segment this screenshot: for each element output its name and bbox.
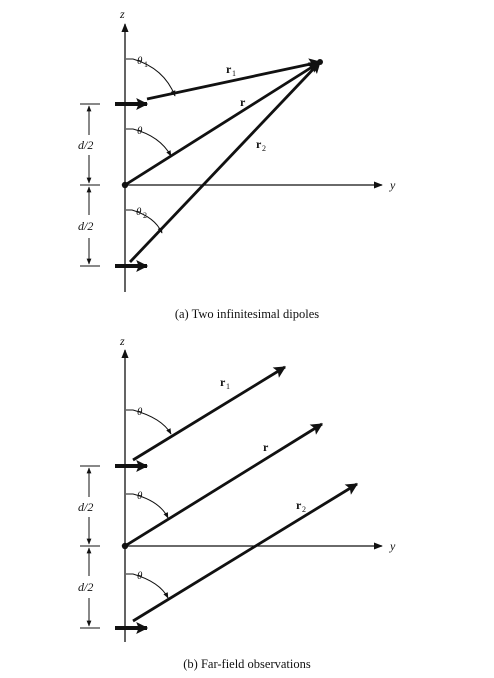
vector-r1-b xyxy=(132,365,287,462)
figure-a: z y r 1 r r 2 θ 1 θ xyxy=(78,7,396,321)
svg-text:1: 1 xyxy=(144,60,148,69)
dimension-lines-a xyxy=(80,103,100,267)
dim-upper-label-b: d/2 xyxy=(78,500,93,514)
theta-arc-a xyxy=(126,128,172,157)
dimension-lines-b xyxy=(80,465,100,629)
theta2-label: θ 2 xyxy=(136,206,147,220)
svg-text:1: 1 xyxy=(232,69,236,78)
vector-r-a xyxy=(124,60,322,187)
svg-text:r: r xyxy=(256,137,262,151)
dim-lower-label-a: d/2 xyxy=(78,219,93,233)
svg-text:r: r xyxy=(220,375,226,389)
r2-label-b: r 2 xyxy=(296,498,306,514)
caption-a: (a) Two infinitesimal dipoles xyxy=(175,307,319,321)
theta-label-bot-b: θ xyxy=(137,570,143,582)
svg-text:θ: θ xyxy=(136,206,142,218)
r-label-a: r xyxy=(240,95,246,109)
caption-b: (b) Far-field observations xyxy=(183,657,311,671)
figure-b: z y r 1 r r 2 θ θ θ xyxy=(78,334,396,671)
svg-text:2: 2 xyxy=(262,144,266,153)
theta-arc-top-b xyxy=(126,409,172,435)
theta-arc-mid-b xyxy=(126,493,169,519)
svg-text:r: r xyxy=(226,62,232,76)
theta-label-a: θ xyxy=(137,125,143,137)
vector-r2-a xyxy=(128,61,322,263)
vector-r2-b xyxy=(132,482,359,623)
dim-upper-label-a: d/2 xyxy=(78,138,93,152)
svg-text:θ: θ xyxy=(137,55,143,67)
r1-label-a: r 1 xyxy=(226,62,236,78)
svg-text:2: 2 xyxy=(143,211,147,220)
observation-point-a xyxy=(317,59,323,65)
theta-label-top-b: θ xyxy=(137,406,143,418)
theta-label-mid-b: θ xyxy=(137,490,143,502)
vector-r1-a xyxy=(146,58,322,101)
r1-label-b: r 1 xyxy=(220,375,230,391)
theta1-label: θ 1 xyxy=(137,55,148,69)
theta1-arc xyxy=(126,58,176,97)
vector-r-b xyxy=(124,422,324,548)
r-label-b: r xyxy=(263,440,269,454)
svg-text:r: r xyxy=(296,498,302,512)
dim-lower-label-b: d/2 xyxy=(78,580,93,594)
z-axis-label-a: z xyxy=(119,7,125,21)
y-axis-label-b: y xyxy=(389,539,396,553)
r2-label-a: r 2 xyxy=(256,137,266,153)
y-axis-label-a: y xyxy=(389,178,396,192)
svg-text:2: 2 xyxy=(302,505,306,514)
z-axis-label-b: z xyxy=(119,334,125,348)
theta-arc-bot-b xyxy=(126,573,169,599)
svg-text:1: 1 xyxy=(226,382,230,391)
theta2-arc xyxy=(126,209,163,234)
